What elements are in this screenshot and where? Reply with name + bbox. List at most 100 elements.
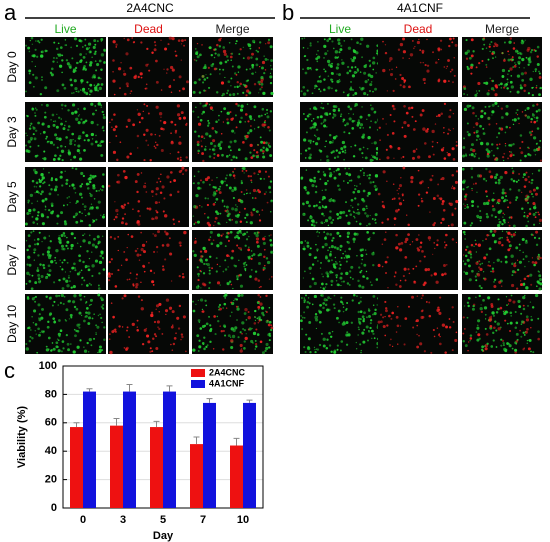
cell-dot (527, 347, 531, 351)
cell-dot (509, 247, 512, 250)
cell-dot (329, 112, 332, 115)
cell-dot (227, 212, 231, 216)
cell-dot (521, 191, 523, 193)
cell-dot (35, 186, 38, 188)
cell-dot (154, 216, 159, 220)
cell-dot (502, 341, 505, 345)
cell-dot (421, 249, 424, 253)
cell-dot (33, 309, 37, 313)
cell-dot (219, 284, 221, 286)
cell-dot (97, 76, 101, 80)
cell-dot (256, 317, 259, 320)
cell-dot (229, 140, 233, 144)
cell-dot (206, 344, 209, 347)
cell-dot (323, 88, 326, 91)
cell-dot (414, 45, 416, 48)
cell-dot (59, 144, 63, 148)
cell-dot (268, 142, 270, 144)
cell-dot (355, 348, 358, 350)
cell-dot (204, 249, 208, 253)
cell-dot (40, 50, 43, 54)
cell-dot (330, 259, 333, 262)
cell-dot (65, 244, 68, 247)
cell-dot (60, 233, 64, 237)
cell-dot (531, 94, 535, 97)
cell-dot (246, 103, 249, 106)
cell-dot (410, 176, 414, 180)
cell-dot (56, 113, 58, 115)
cell-dot (34, 170, 38, 175)
cell-dot (346, 94, 350, 97)
cell-dot (361, 315, 365, 319)
cell-dot (523, 83, 527, 87)
cell-dot (395, 246, 399, 250)
cell-dot (234, 114, 237, 117)
cell-dot (362, 156, 364, 159)
cell-dot (364, 249, 367, 251)
cell-dot (80, 59, 83, 62)
cell-dot (360, 349, 362, 352)
cell-dot (506, 236, 509, 239)
cell-dot (351, 299, 354, 302)
cell-dot (119, 87, 121, 89)
cell-dot (53, 57, 55, 59)
cell-dot (512, 154, 515, 156)
cell-dot (71, 167, 74, 170)
cell-dot (462, 230, 466, 234)
cell-dot (90, 142, 94, 146)
cell-dot (464, 154, 468, 157)
cell-dot (194, 48, 197, 50)
cell-dot (344, 250, 347, 253)
cell-dot (160, 149, 164, 153)
cell-dot (359, 126, 362, 129)
cell-dot (219, 212, 222, 215)
cell-dot (93, 313, 95, 315)
cell-dot (395, 315, 399, 319)
cell-dot (348, 117, 352, 121)
cell-dot (322, 107, 325, 110)
cell-dot (78, 323, 81, 326)
cell-dot (379, 313, 383, 316)
cell-dot (377, 263, 381, 266)
cell-dot (107, 279, 111, 282)
cell-dot (313, 346, 316, 349)
cell-dot (530, 181, 533, 185)
cell-dot (122, 170, 126, 173)
cell-dot (265, 191, 267, 193)
cell-dot (174, 123, 177, 126)
cell-dot (449, 37, 452, 41)
cell-dot (496, 147, 499, 150)
cell-dot (91, 243, 95, 247)
cell-dot (29, 39, 32, 42)
cell-dot (532, 136, 537, 140)
cell-dot (61, 59, 64, 62)
cell-dot (402, 166, 406, 170)
cell-dot (509, 330, 511, 332)
cell-dot (312, 123, 315, 126)
cell-dot (213, 315, 216, 318)
cell-dot (60, 244, 64, 248)
cell-dot (222, 92, 225, 96)
cell-dot (74, 267, 76, 269)
cell-dot (250, 179, 253, 182)
cell-dot (67, 276, 70, 279)
cell-dot (244, 269, 247, 272)
cell-dot (176, 104, 181, 108)
cell-dot (65, 136, 68, 139)
cell-dot (367, 79, 370, 81)
cell-dot (361, 285, 365, 289)
cell-dot (90, 284, 92, 286)
cell-dot (445, 325, 448, 329)
cell-dot (331, 40, 334, 43)
cell-dot (455, 241, 458, 244)
cell-dot (32, 208, 36, 212)
x-tick-label: 7 (200, 514, 206, 526)
cell-dot (324, 242, 328, 247)
cell-dot (325, 298, 329, 302)
cell-dot (447, 59, 450, 62)
cell-dot (181, 275, 185, 279)
cell-dot (452, 320, 455, 323)
cell-dot (494, 101, 498, 105)
cell-dot (248, 246, 250, 249)
cell-dot (215, 210, 218, 214)
